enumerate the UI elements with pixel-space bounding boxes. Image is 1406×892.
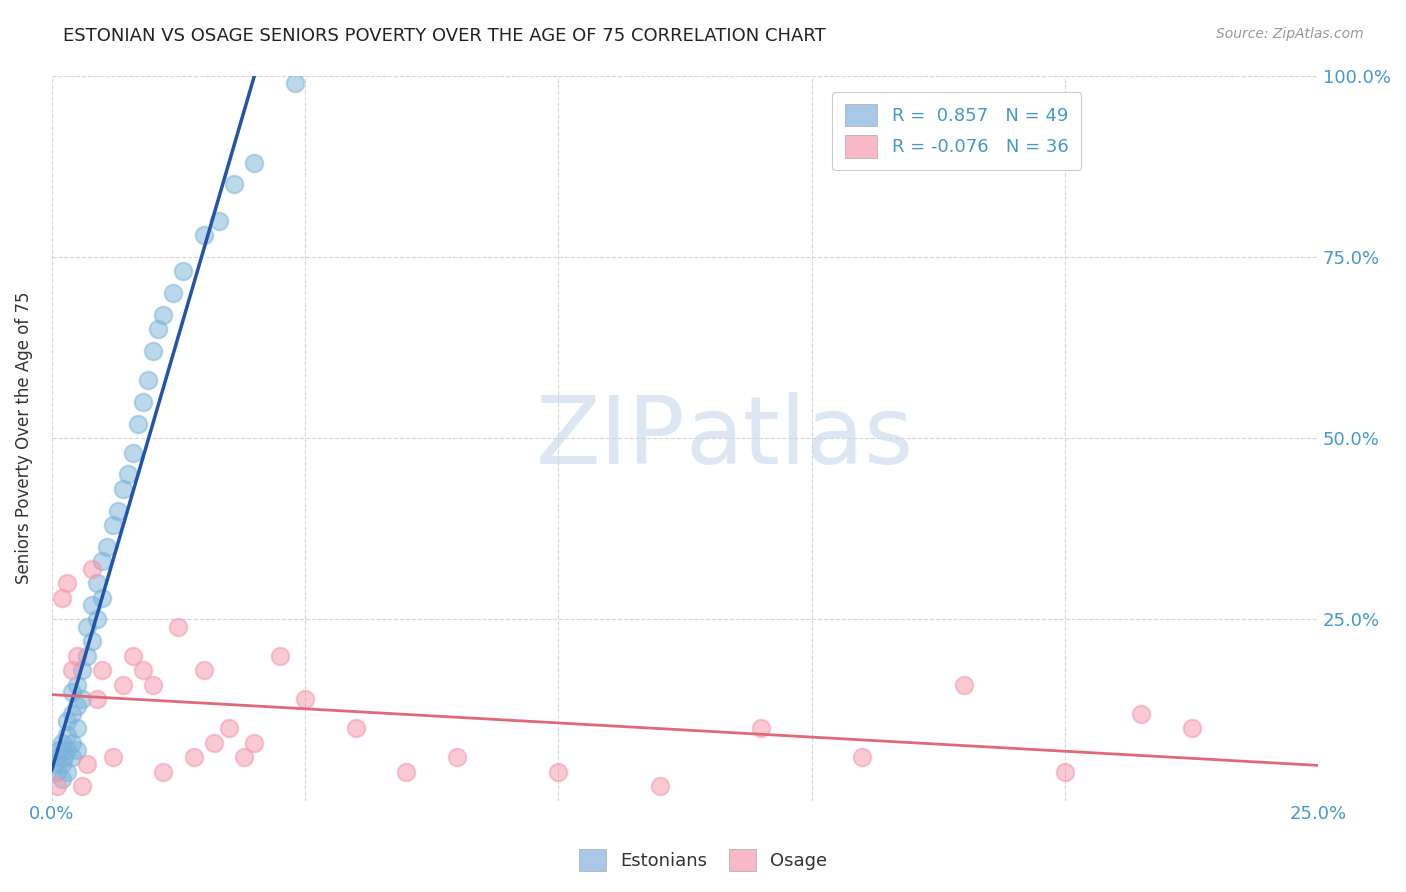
Point [56, 728, 79, 742]
Point [51, 591, 73, 605]
Point [446, 750, 468, 764]
Point [56, 764, 79, 779]
Point [284, 76, 307, 90]
Point [56, 743, 79, 757]
Point [224, 178, 246, 192]
Point [1129, 706, 1152, 721]
Point [1053, 764, 1076, 779]
Point [60, 663, 83, 677]
Point [82, 598, 104, 612]
Text: atlas: atlas [685, 392, 912, 484]
Point [749, 721, 772, 735]
Point [76, 757, 98, 772]
Point [56, 576, 79, 591]
Point [344, 721, 367, 735]
Point [243, 155, 266, 169]
Point [66, 743, 89, 757]
Point [45, 764, 67, 779]
Point [51, 772, 73, 786]
Text: ESTONIAN VS OSAGE SENIORS POVERTY OVER THE AGE OF 75 CORRELATION CHART: ESTONIAN VS OSAGE SENIORS POVERTY OVER T… [63, 27, 825, 45]
Point [167, 619, 190, 633]
Point [44, 757, 66, 772]
Point [86, 692, 108, 706]
Point [132, 663, 155, 677]
Point [172, 264, 194, 278]
Point [60, 736, 83, 750]
Point [53, 750, 76, 764]
Point [121, 648, 143, 663]
Point [48, 743, 70, 757]
Point [851, 750, 873, 764]
Point [1180, 721, 1202, 735]
Point [45, 779, 67, 793]
Point [142, 344, 165, 359]
Point [132, 394, 155, 409]
Point [269, 648, 291, 663]
Point [193, 663, 215, 677]
Point [66, 677, 89, 691]
Point [86, 576, 108, 591]
Point [233, 750, 256, 764]
Point [66, 721, 89, 735]
Point [136, 373, 159, 387]
Point [111, 677, 134, 691]
Point [51, 736, 73, 750]
Point [45, 750, 67, 764]
Point [60, 706, 83, 721]
Point [91, 663, 114, 677]
Point [648, 779, 671, 793]
Point [101, 750, 124, 764]
Text: Source: ZipAtlas.com: Source: ZipAtlas.com [1216, 27, 1364, 41]
Point [111, 482, 134, 496]
Point [218, 721, 240, 735]
Point [152, 308, 174, 322]
Point [56, 714, 79, 728]
Point [193, 227, 215, 242]
Point [202, 736, 225, 750]
Point [76, 648, 98, 663]
Point [66, 648, 89, 663]
Point [91, 591, 114, 605]
Point [395, 764, 418, 779]
Point [952, 677, 974, 691]
Point [208, 213, 231, 227]
Legend: Estonians, Osage: Estonians, Osage [571, 842, 835, 879]
Point [183, 750, 205, 764]
Point [152, 764, 174, 779]
Point [547, 764, 569, 779]
Point [162, 286, 184, 301]
Point [66, 699, 89, 714]
Point [70, 663, 93, 677]
Point [121, 445, 143, 459]
Point [91, 554, 114, 568]
Point [70, 692, 93, 706]
Y-axis label: Seniors Poverty Over the Age of 75: Seniors Poverty Over the Age of 75 [15, 292, 32, 584]
Point [127, 417, 149, 431]
Point [82, 634, 104, 648]
Point [142, 677, 165, 691]
Point [60, 750, 83, 764]
Point [96, 540, 118, 554]
Point [146, 322, 169, 336]
Point [86, 612, 108, 626]
Point [101, 518, 124, 533]
Legend: R =  0.857   N = 49, R = -0.076   N = 36: R = 0.857 N = 49, R = -0.076 N = 36 [832, 92, 1081, 170]
Point [107, 503, 129, 517]
Point [243, 736, 266, 750]
Point [51, 757, 73, 772]
Point [60, 685, 83, 699]
Point [117, 467, 139, 482]
Point [70, 779, 93, 793]
Text: ZIP: ZIP [536, 392, 685, 484]
Point [294, 692, 316, 706]
Point [82, 561, 104, 575]
Point [76, 619, 98, 633]
